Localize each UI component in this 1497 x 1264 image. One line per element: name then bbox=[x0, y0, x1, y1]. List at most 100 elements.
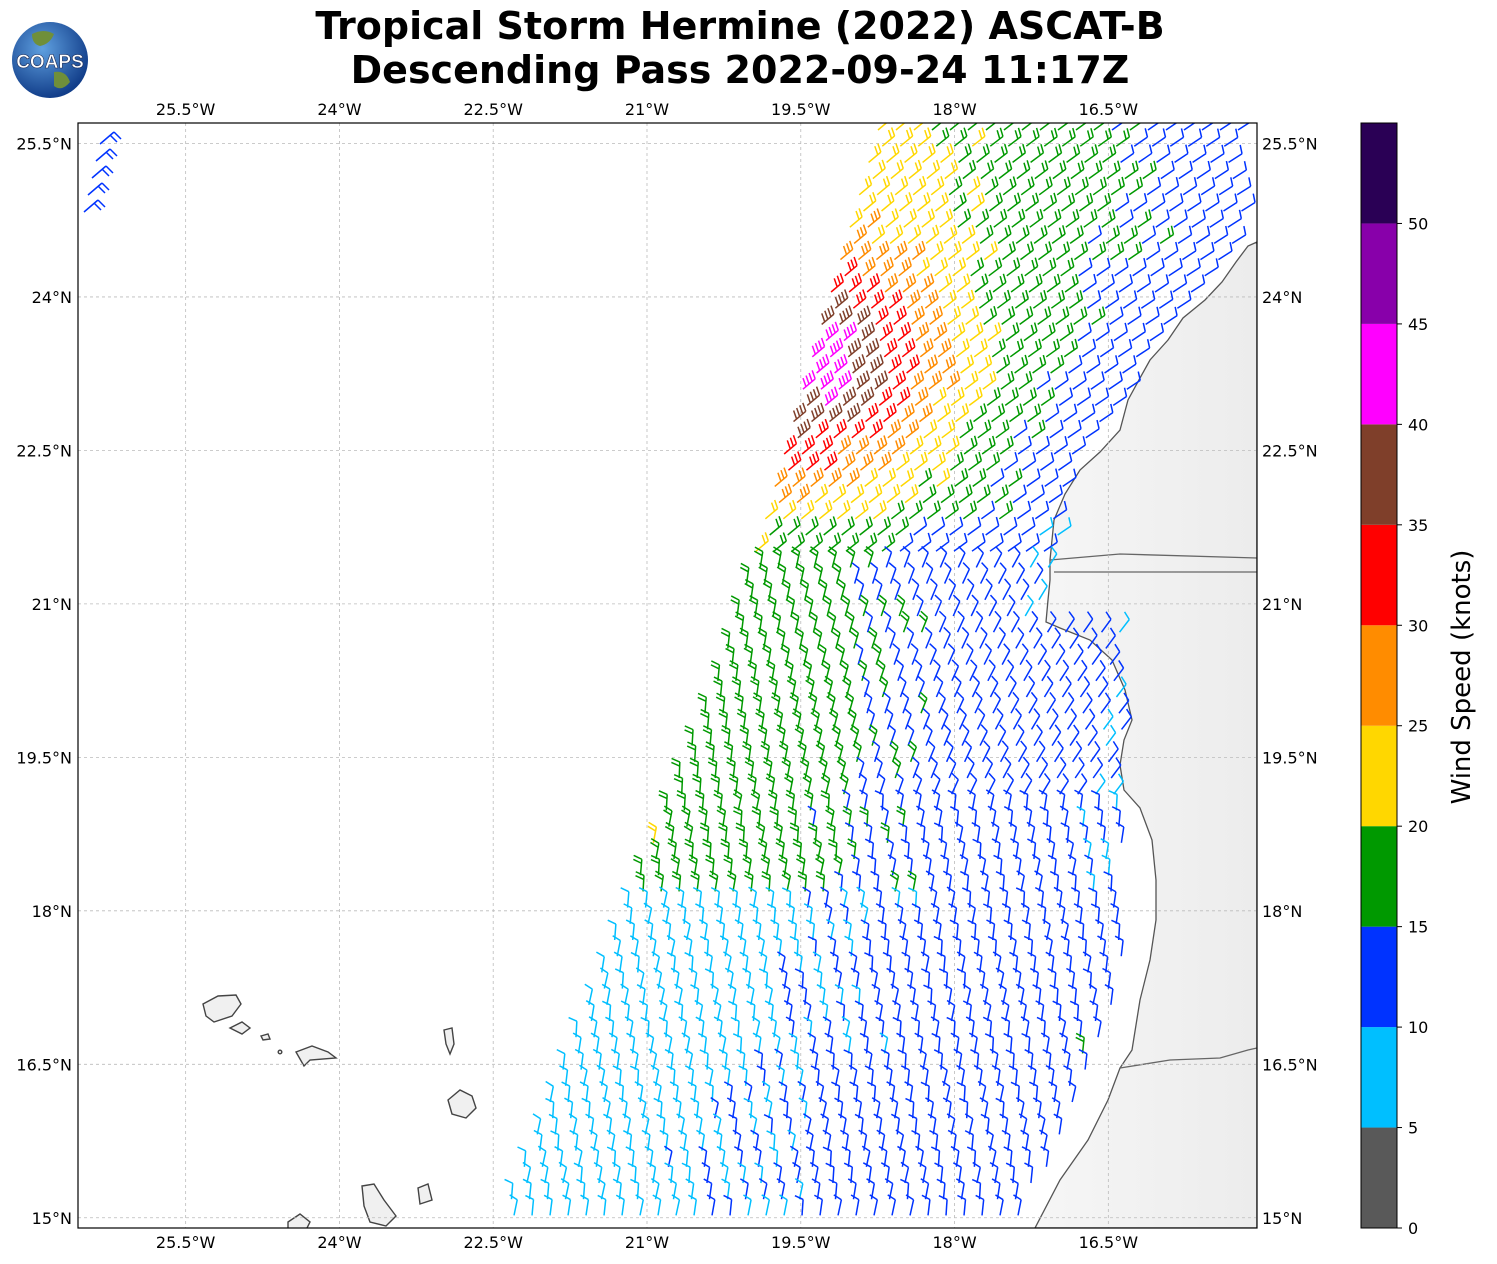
wind-barb bbox=[694, 999, 704, 1022]
wind-barb bbox=[1060, 918, 1069, 941]
wind-barb bbox=[781, 870, 792, 892]
wind-barb bbox=[895, 516, 910, 536]
wind-barb bbox=[1021, 123, 1033, 131]
wind-barb bbox=[1095, 659, 1106, 682]
wind-barb bbox=[872, 643, 882, 665]
wind-barb bbox=[938, 610, 947, 633]
wind-barb bbox=[1072, 371, 1087, 390]
wind-barb bbox=[776, 562, 787, 584]
wind-barb bbox=[975, 208, 990, 228]
wind-barb bbox=[984, 578, 993, 601]
wind-barb bbox=[1204, 258, 1219, 277]
wind-barb bbox=[1032, 354, 1047, 374]
wind-barb bbox=[962, 983, 972, 1005]
wind-barb bbox=[871, 224, 886, 244]
wind-barb bbox=[860, 919, 870, 941]
wind-barb bbox=[692, 886, 703, 908]
wind-barb bbox=[906, 289, 921, 309]
wind-barb bbox=[803, 594, 814, 617]
wind-barb bbox=[898, 675, 907, 698]
wind-barb bbox=[1039, 517, 1054, 536]
wind-barb bbox=[1015, 627, 1025, 649]
wind-barb bbox=[1127, 306, 1142, 326]
wind-barb bbox=[1110, 757, 1122, 779]
wind-barb bbox=[877, 123, 888, 131]
wind-barb bbox=[1058, 387, 1074, 407]
wind-barb bbox=[1124, 160, 1139, 180]
wind-barb bbox=[806, 386, 821, 406]
wind-barb bbox=[993, 545, 1003, 568]
wind-barb bbox=[873, 435, 888, 455]
wind-barb bbox=[1006, 594, 1016, 617]
wind-barb bbox=[1056, 176, 1071, 196]
wind-barb bbox=[699, 822, 710, 843]
wind-barb bbox=[911, 578, 920, 601]
wind-barb bbox=[620, 983, 629, 1005]
wind-barb bbox=[819, 435, 834, 455]
wind-barb bbox=[1061, 675, 1072, 698]
wind-barb bbox=[933, 935, 943, 957]
wind-barb bbox=[901, 338, 916, 358]
wind-barb bbox=[867, 854, 877, 876]
wind-barb bbox=[1064, 273, 1079, 293]
wind-barb bbox=[1064, 611, 1075, 633]
wind-barb bbox=[1066, 144, 1081, 164]
wind-barb bbox=[988, 594, 998, 617]
wind-barb bbox=[868, 143, 882, 163]
wind-barb bbox=[933, 321, 948, 342]
lat-tick-label-right: 15°N bbox=[1262, 1209, 1302, 1228]
wind-barb bbox=[1013, 419, 1028, 439]
wind-barb bbox=[992, 610, 1002, 633]
wind-barb bbox=[864, 610, 874, 633]
wind-barb bbox=[974, 273, 989, 293]
wind-barb bbox=[793, 951, 803, 973]
wind-barb bbox=[907, 562, 915, 584]
colorbar-tick-label: 40 bbox=[1408, 415, 1428, 434]
wind-barb bbox=[889, 740, 899, 763]
wind-barb bbox=[877, 594, 888, 617]
lat-tick-label-left: 16.5°N bbox=[16, 1055, 72, 1074]
wind-barb bbox=[877, 919, 887, 941]
wind-barb bbox=[1082, 611, 1094, 633]
wind-barb bbox=[845, 546, 856, 568]
wind-barb bbox=[1028, 273, 1043, 293]
wind-barb bbox=[971, 127, 986, 147]
wind-barb bbox=[1129, 123, 1142, 131]
wind-barb bbox=[1003, 123, 1015, 131]
lat-tick-label-right: 19.5°N bbox=[1262, 748, 1318, 767]
wind-barb bbox=[892, 643, 901, 665]
wind-barb bbox=[1007, 675, 1017, 698]
wind-barb bbox=[961, 224, 976, 244]
wind-barb bbox=[1169, 193, 1184, 212]
wind-barb bbox=[1002, 176, 1017, 196]
wind-barb bbox=[959, 854, 969, 876]
wind-barb bbox=[1060, 935, 1070, 957]
wind-barb bbox=[1015, 724, 1025, 746]
wind-barb bbox=[1232, 161, 1248, 180]
wind-barb bbox=[874, 578, 883, 601]
wind-barb bbox=[850, 967, 860, 989]
wind-barb bbox=[937, 338, 952, 358]
wind-barb bbox=[1025, 675, 1036, 698]
wind-barb bbox=[989, 675, 999, 698]
colorbar-bin bbox=[1361, 123, 1397, 224]
wind-barb bbox=[831, 562, 842, 584]
wind-barb bbox=[973, 338, 988, 358]
wind-barb bbox=[809, 546, 819, 568]
wind-barb bbox=[683, 821, 694, 843]
wind-barb bbox=[765, 886, 775, 908]
wind-barb bbox=[991, 338, 1006, 358]
wind-barb bbox=[1069, 1000, 1080, 1022]
wind-barb bbox=[1182, 177, 1198, 196]
wind-barb bbox=[1227, 209, 1243, 228]
wind-barb bbox=[980, 159, 995, 180]
wind-barb bbox=[989, 192, 1003, 212]
wind-barb bbox=[1088, 160, 1103, 180]
wind-barb bbox=[1187, 193, 1202, 212]
wind-barb bbox=[1046, 691, 1057, 714]
wind-barb bbox=[1115, 676, 1127, 698]
wind-barb bbox=[1011, 208, 1026, 228]
wind-barb bbox=[638, 1000, 649, 1022]
wind-barb bbox=[859, 516, 874, 536]
wind-barb bbox=[885, 208, 899, 228]
